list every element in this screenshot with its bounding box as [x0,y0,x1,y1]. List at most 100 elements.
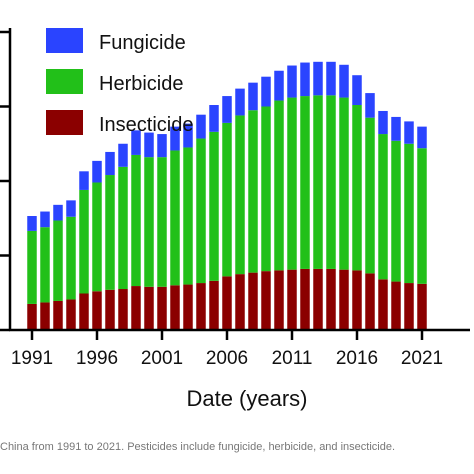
bar-herbicide-2021 [417,148,427,284]
bar-fungicide-1991 [27,216,37,231]
bar-fungicide-2007 [235,88,245,116]
bar-insecticide-2004 [196,283,206,330]
bar-fungicide-1993 [53,204,63,221]
bar-insecticide-2015 [339,269,349,330]
bar-fungicide-1998 [118,143,128,167]
x-tick-label: 2011 [272,348,313,369]
bars [27,61,427,331]
bar-fungicide-2004 [196,114,206,139]
bar-insecticide-1992 [40,302,50,330]
legend-swatch-herbicide [46,69,83,94]
bar-fungicide-2019 [391,116,401,141]
bar-herbicide-2008 [248,110,258,273]
bar-insecticide-2014 [326,268,336,330]
y-axis [0,28,12,332]
bar-fungicide-1997 [105,151,115,176]
bar-herbicide-2007 [235,115,245,275]
bar-fungicide-2008 [248,82,258,111]
bar-fungicide-2005 [209,105,219,132]
x-axis-label: Date (years) [186,386,307,411]
bar-insecticide-2012 [300,268,310,330]
bar-herbicide-2004 [196,138,206,284]
bar-insecticide-1997 [105,289,115,330]
bar-herbicide-2013 [313,95,323,269]
bar-fungicide-2012 [300,62,310,97]
x-tick-label: 2016 [336,348,378,369]
bar-herbicide-2000 [144,157,154,287]
bar-fungicide-2020 [404,121,414,144]
bar-fungicide-2009 [261,76,271,107]
bar-fungicide-2010 [274,70,284,101]
bar-fungicide-2016 [352,75,362,106]
x-tick-label: 2006 [206,348,248,369]
bar-insecticide-1994 [66,299,76,330]
bar-insecticide-2019 [391,281,401,330]
bar-fungicide-2001 [157,134,167,158]
bar-herbicide-2020 [404,143,414,284]
bar-insecticide-1998 [118,289,128,330]
bar-insecticide-2008 [248,272,258,330]
bar-herbicide-1997 [105,175,115,290]
bar-insecticide-2002 [170,285,180,330]
bar-fungicide-1992 [40,211,50,228]
bar-herbicide-2015 [339,97,349,270]
legend-label-herbicide: Herbicide [99,73,183,95]
bar-fungicide-1996 [92,160,102,183]
bar-herbicide-2003 [183,147,193,285]
bar-insecticide-2010 [274,270,284,330]
bar-herbicide-2011 [287,97,297,270]
x-tick-label: 2001 [141,348,183,369]
bar-fungicide-2021 [417,126,427,149]
x-tick-label: 2021 [401,348,443,369]
stacked-bar-chart: 1991 1996 2001 2006 2011 2016 2021 Fungicide He… [0,28,470,411]
bar-fungicide-2018 [378,110,388,135]
bar-herbicide-1994 [66,216,76,300]
bar-insecticide-1996 [92,291,102,330]
bar-insecticide-1993 [53,300,63,330]
x-axis: 1991 1996 2001 2006 2011 2016 2021 [9,328,470,369]
bar-herbicide-2012 [300,96,310,269]
bar-insecticide-2007 [235,274,245,331]
bar-herbicide-2001 [157,157,167,287]
legend: Fungicide Herbicide Insecticide [46,28,194,136]
bar-insecticide-2009 [261,271,271,330]
bar-fungicide-1995 [79,171,89,190]
legend-swatch-insecticide [46,110,83,135]
bar-fungicide-1999 [131,130,141,155]
legend-swatch-fungicide [46,28,83,53]
bar-fungicide-2013 [313,61,323,96]
bar-insecticide-2016 [352,270,362,330]
legend-label-fungicide: Fungicide [99,32,186,54]
bar-insecticide-2013 [313,268,323,330]
bar-fungicide-2000 [144,132,154,158]
bar-fungicide-2003 [183,123,193,148]
bar-fungicide-2006 [222,96,232,123]
bar-herbicide-1993 [53,220,63,301]
bar-insecticide-1995 [79,293,89,330]
bar-insecticide-2018 [378,279,388,330]
bar-fungicide-2014 [326,61,336,96]
bar-herbicide-1998 [118,166,128,290]
bar-herbicide-2002 [170,150,180,286]
bar-herbicide-2009 [261,106,271,272]
bar-herbicide-2014 [326,95,336,269]
bar-fungicide-2002 [170,126,180,151]
bar-fungicide-2017 [365,93,375,118]
bar-insecticide-2021 [417,283,427,330]
bar-herbicide-2006 [222,122,232,277]
bar-herbicide-2005 [209,131,219,281]
bar-fungicide-2015 [339,64,349,98]
bar-insecticide-2003 [183,284,193,330]
x-tick-label: 1991 [11,348,53,369]
bar-insecticide-2020 [404,283,414,330]
bar-herbicide-2016 [352,105,362,271]
bar-herbicide-1991 [27,230,37,304]
figure-caption: China from 1991 to 2021. Pesticides incl… [0,441,396,453]
bar-herbicide-1995 [79,189,89,294]
bar-herbicide-1996 [92,182,102,292]
bar-fungicide-1994 [66,200,76,217]
bar-herbicide-2018 [378,134,388,280]
bar-insecticide-1999 [131,286,141,330]
bar-insecticide-2006 [222,276,232,330]
x-tick-label: 1996 [76,348,118,369]
